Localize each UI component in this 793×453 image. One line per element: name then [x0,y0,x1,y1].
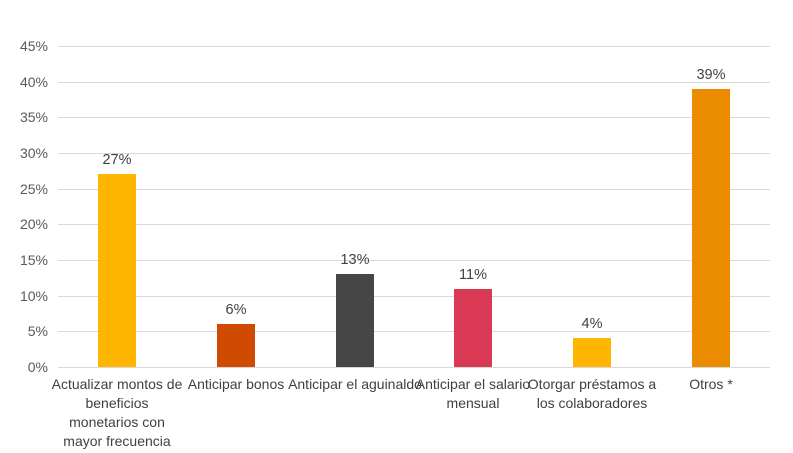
gridline-35% [58,117,770,118]
x-category-label: Otorgar préstamos a los colaboradores [527,376,657,411]
y-tick-label: 0% [27,359,48,375]
bar-3 [336,274,374,367]
x-category-label: Actualizar montos de beneficios monetari… [51,376,183,449]
bar-5 [573,338,611,367]
gridline-0% [58,367,770,368]
y-tick-label: 20% [19,216,48,232]
y-tick-label: 5% [27,323,48,339]
x-category-label: Otros * [689,376,733,392]
gridline-45% [58,46,770,47]
x-category-label: Anticipar el aguinaldo [288,376,422,392]
y-tick-label: 40% [19,74,48,90]
gridline-5% [58,331,770,332]
bar-6 [692,89,730,367]
gridline-25% [58,189,770,190]
y-tick-label: 45% [19,38,48,54]
gridline-15% [58,260,770,261]
bar-2 [217,324,255,367]
bar-value-label: 4% [581,316,603,332]
y-tick-label: 30% [19,145,48,161]
bar-4 [454,289,492,367]
gridline-30% [58,153,770,154]
bar-value-label: 39% [696,67,726,83]
bar-1 [98,174,136,367]
y-tick-label: 10% [19,288,48,304]
gridline-20% [58,224,770,225]
gridline-10% [58,296,770,297]
bar-value-label: 27% [102,152,132,168]
y-tick-label: 25% [19,181,48,197]
bar-value-label: 11% [459,267,487,283]
bar-value-label: 13% [340,252,370,268]
x-category-label: Anticipar bonos [187,376,285,392]
bar-value-label: 6% [225,302,247,318]
x-category-label: Anticipar el salario mensual [415,376,531,411]
y-tick-label: 35% [19,109,48,125]
y-tick-label: 15% [19,252,48,268]
gridline-40% [58,82,770,83]
